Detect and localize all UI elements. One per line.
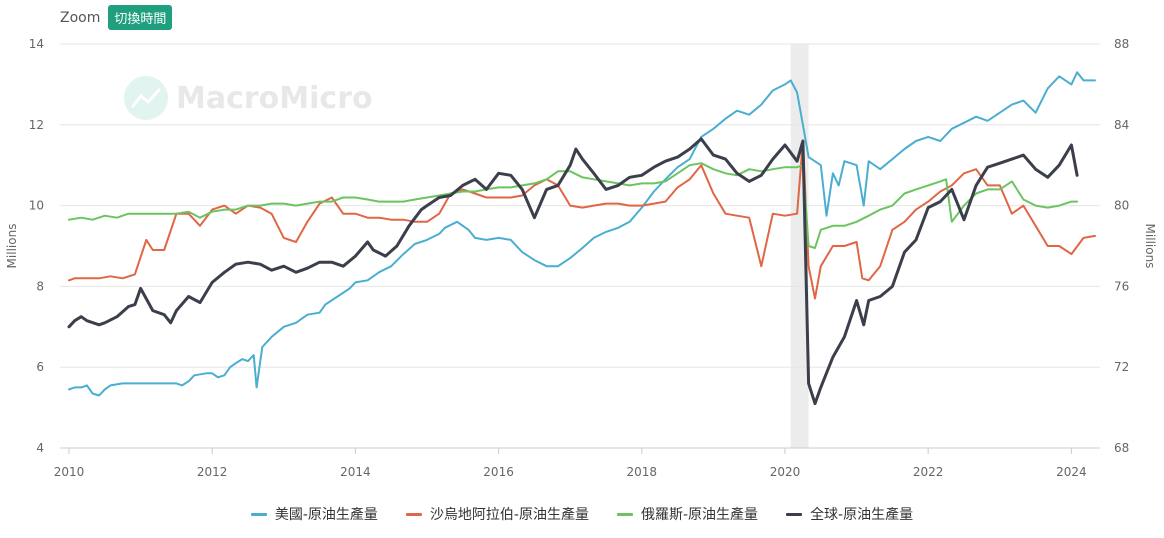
series-line-0 bbox=[68, 71, 1096, 397]
legend-swatch-icon bbox=[250, 512, 267, 516]
series-line-3 bbox=[67, 137, 1079, 406]
y-right-tick-label: 88 bbox=[1114, 37, 1129, 51]
legend-item-us[interactable]: 美國-原油生產量 bbox=[250, 504, 378, 524]
y-left-tick-label: 12 bbox=[29, 118, 44, 132]
x-tick-label: 2016 bbox=[483, 465, 514, 479]
y-left-tick-label: 8 bbox=[36, 279, 44, 293]
x-tick-label: 2020 bbox=[770, 465, 801, 479]
y-right-tick-label: 72 bbox=[1114, 360, 1129, 374]
legend-swatch-icon bbox=[617, 512, 633, 516]
legend-label: 沙烏地阿拉伯-原油生產量 bbox=[429, 507, 589, 523]
legend-item-russia[interactable]: 俄羅斯-原油生產量 bbox=[617, 504, 758, 524]
x-tick-label: 2010 bbox=[54, 465, 85, 479]
zoom-toggle-button[interactable]: 切換時間 bbox=[108, 5, 173, 30]
y-right-tick-label: 80 bbox=[1114, 199, 1129, 213]
watermark: MacroMicro bbox=[124, 76, 373, 120]
y-left-tick-label: 10 bbox=[29, 199, 44, 213]
x-tick-label: 2014 bbox=[340, 465, 371, 479]
y-left-axis-title: Millions bbox=[5, 224, 19, 269]
watermark-text: MacroMicro bbox=[176, 80, 373, 116]
x-tick-label: 2012 bbox=[197, 465, 228, 479]
legend-item-saudi[interactable]: 沙烏地阿拉伯-原油生產量 bbox=[405, 504, 589, 524]
legend: 美國-原油生產量 沙烏地阿拉伯-原油生產量 俄羅斯-原油生產量 全球-原油生產量 bbox=[0, 504, 1164, 524]
legend-item-global[interactable]: 全球-原油生產量 bbox=[786, 504, 913, 524]
y-right-tick-label: 84 bbox=[1114, 118, 1129, 132]
x-tick-label: 2022 bbox=[913, 465, 944, 479]
x-tick-label: 2024 bbox=[1056, 465, 1087, 479]
y-right-tick-label: 76 bbox=[1114, 279, 1129, 293]
y-right-axis-title: Millions bbox=[1143, 224, 1157, 269]
legend-label: 全球-原油生產量 bbox=[810, 507, 914, 523]
zoom-label: Zoom bbox=[60, 9, 101, 26]
legend-label: 美國-原油生產量 bbox=[274, 507, 378, 523]
x-tick-label: 2018 bbox=[627, 465, 658, 479]
y-left-tick-label: 6 bbox=[36, 360, 44, 374]
zoom-bar: Zoom 切換時間 bbox=[60, 5, 173, 30]
y-left-tick-label: 14 bbox=[29, 37, 44, 51]
y-right-tick-label: 68 bbox=[1114, 441, 1129, 455]
y-left-tick-label: 4 bbox=[36, 441, 44, 455]
legend-swatch-icon bbox=[405, 512, 422, 516]
legend-swatch-icon bbox=[786, 512, 803, 516]
series-line-1 bbox=[68, 140, 1096, 300]
legend-label: 俄羅斯-原油生產量 bbox=[641, 507, 759, 523]
watermark-logo-icon bbox=[124, 76, 168, 120]
series-line-2 bbox=[68, 162, 1079, 249]
